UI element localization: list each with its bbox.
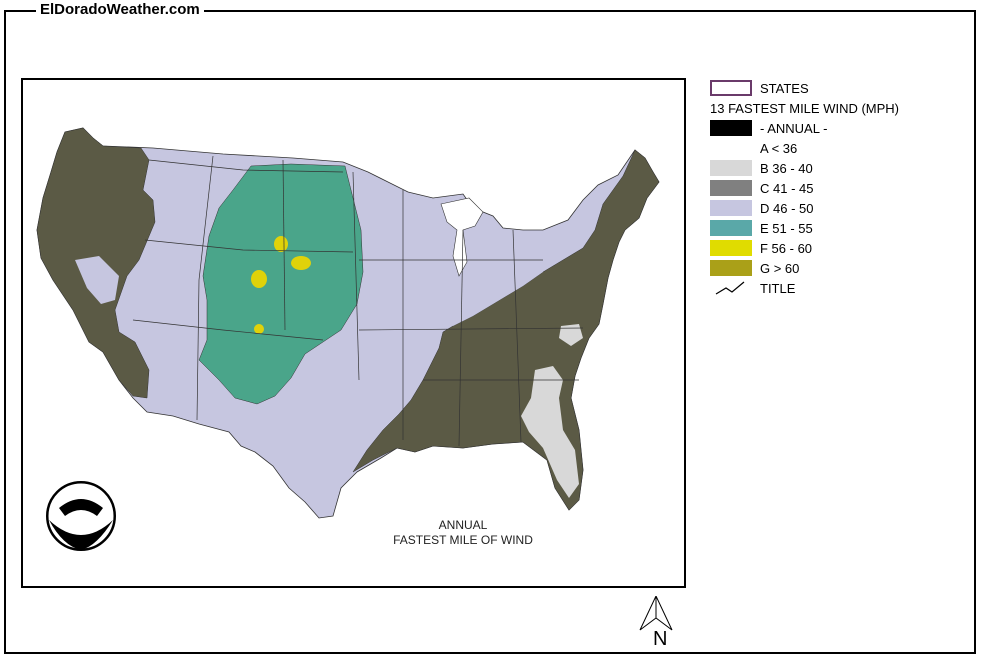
legend-item-label: B 36 - 40	[760, 161, 813, 176]
legend-swatch	[710, 240, 752, 256]
region-f-wyoming	[274, 236, 288, 252]
noaa-logo	[46, 481, 116, 551]
legend-item: D 46 - 50	[708, 198, 958, 218]
legend-item-label: A < 36	[760, 141, 798, 156]
legend-swatch	[710, 180, 752, 196]
legend-line-label: TITLE	[760, 281, 796, 296]
map-caption: ANNUAL FASTEST MILE OF WIND	[383, 518, 543, 548]
legend-item-label: F 56 - 60	[760, 241, 813, 256]
legend-states-label: STATES	[760, 81, 809, 96]
map-legend: STATES 13 FASTEST MILE WIND (MPH) - ANNU…	[708, 78, 958, 298]
legend-item: G > 60	[708, 258, 958, 278]
legend-item: - ANNUAL -	[708, 118, 958, 138]
legend-swatch	[710, 200, 752, 216]
legend-line-icon	[715, 281, 745, 295]
north-arrow-icon	[639, 596, 673, 631]
legend-swatch	[710, 260, 752, 276]
legend-item-label: C 41 - 45	[760, 181, 814, 196]
region-f-nebraska	[291, 256, 311, 270]
legend-item: C 41 - 45	[708, 178, 958, 198]
region-f-colorado-1	[251, 270, 267, 288]
site-title: ElDoradoWeather.com	[36, 1, 204, 19]
legend-item-label: D 46 - 50	[760, 201, 814, 216]
legend-states-swatch	[710, 80, 752, 96]
legend-title: 13 FASTEST MILE WIND (MPH)	[710, 101, 900, 116]
legend-items: - ANNUAL - A < 36 B 36 - 40 C 41 - 45 D 46 -…	[708, 118, 958, 278]
wind-map	[36, 127, 660, 551]
legend-item: F 56 - 60	[708, 238, 958, 258]
outer-frame	[4, 10, 976, 654]
region-b-southeast	[521, 366, 579, 498]
region-d-nevada	[75, 256, 119, 304]
legend-item: B 36 - 40	[708, 158, 958, 178]
legend-line-row: TITLE	[708, 278, 958, 298]
region-b-virginia	[559, 324, 583, 346]
legend-swatch	[710, 140, 752, 156]
legend-item: E 51 - 55	[708, 218, 958, 238]
legend-item: A < 36	[708, 138, 958, 158]
region-f-colorado-2	[254, 324, 264, 334]
legend-item-label: E 51 - 55	[760, 221, 813, 236]
legend-item-label: G > 60	[760, 261, 800, 276]
great-lakes	[440, 197, 484, 277]
state-borders	[132, 155, 584, 447]
legend-swatch	[710, 220, 752, 236]
legend-states-row: STATES	[708, 78, 958, 98]
region-e-plains	[198, 163, 364, 405]
legend-item-label: - ANNUAL -	[760, 121, 828, 136]
legend-swatch	[710, 160, 752, 176]
legend-title-row: 13 FASTEST MILE WIND (MPH)	[708, 98, 958, 118]
map-caption-line1: ANNUAL	[438, 518, 488, 532]
legend-swatch	[710, 120, 752, 136]
map-panel: ANNUAL FASTEST MILE OF WIND	[21, 78, 686, 588]
map-caption-line2: FASTEST MILE OF WIND	[393, 533, 533, 547]
north-label: N	[653, 628, 668, 650]
